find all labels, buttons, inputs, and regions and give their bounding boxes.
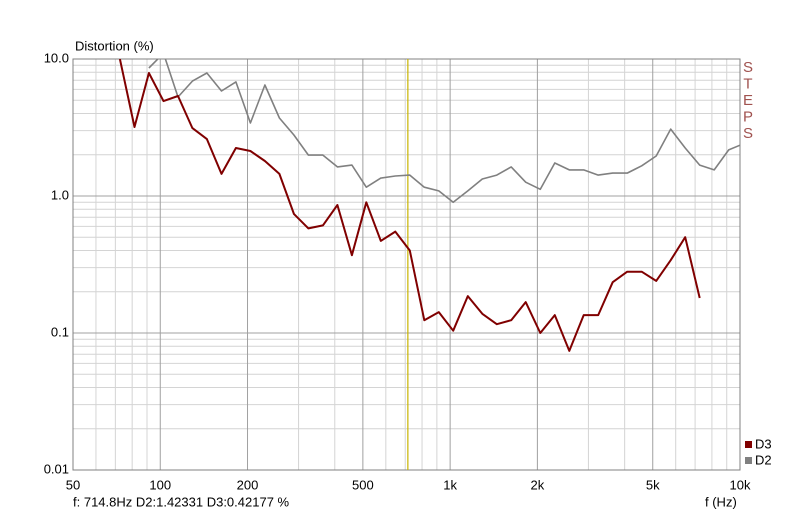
plot-area (118, 59, 740, 470)
y-tick-label: 0.01 (44, 461, 69, 476)
x-tick-label: 200 (237, 477, 259, 492)
x-tick-label: 500 (352, 477, 374, 492)
legend-swatch (745, 457, 752, 464)
x-tick-label: 100 (149, 477, 171, 492)
x-tick-label: 1k (443, 477, 457, 492)
x-tick-label: 2k (531, 477, 545, 492)
x-tick-label: 5k (646, 477, 660, 492)
series-line (148, 59, 740, 204)
x-tick-label: 50 (66, 477, 80, 492)
plot-frame (72, 58, 741, 471)
y-axis-title: Distortion (%) (75, 38, 154, 53)
x-axis-title: f (Hz) (705, 494, 737, 509)
legend-label: D3 (755, 436, 772, 451)
y-tick-label: 0.1 (51, 324, 69, 339)
x-tick-label: 10k (730, 477, 751, 492)
y-tick-label: 10.0 (44, 50, 69, 65)
y-tick-label: 1.0 (51, 187, 69, 202)
legend-swatch (745, 441, 752, 448)
cursor-readout: f: 714.8Hz D2:1.42331 D3:0.42177 % (73, 494, 290, 509)
legend-label: D2 (755, 452, 772, 467)
series-line (118, 59, 701, 352)
